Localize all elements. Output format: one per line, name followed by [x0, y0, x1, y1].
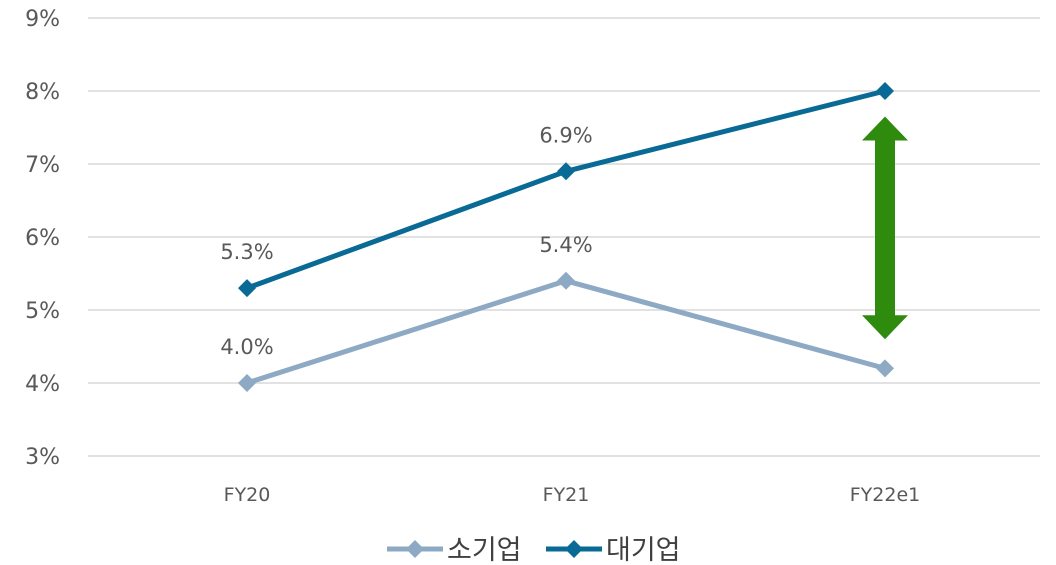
y-tick-label: 9%	[25, 7, 60, 32]
x-axis-category-labels: FY20 FY21 FY22e1	[224, 484, 921, 506]
y-axis-tick-labels: 3% 4% 5% 6% 7% 8% 9%	[25, 7, 60, 470]
legend: 소기업 대기업	[387, 535, 681, 565]
legend-item: 소기업	[387, 535, 522, 565]
y-tick-label: 6%	[25, 226, 60, 251]
data-labels: 4.0% 5.4% 5.3% 6.9%	[220, 123, 592, 359]
legend-label: 소기업	[447, 535, 522, 565]
series-lines	[238, 82, 894, 392]
legend-marker-swatch	[565, 540, 583, 558]
data-point-marker	[876, 82, 894, 100]
data-point-marker	[238, 374, 256, 392]
legend-marker-swatch	[406, 540, 424, 558]
y-tick-label: 3%	[25, 445, 60, 470]
x-category-label: FY22e1	[850, 484, 921, 506]
data-point-marker	[557, 162, 575, 181]
data-point-marker	[238, 279, 256, 298]
data-label: 6.9%	[539, 123, 592, 147]
series-line-1	[246, 88, 886, 291]
series-line-0	[246, 278, 886, 386]
data-label: 4.0%	[220, 335, 273, 359]
legend-label: 대기업	[606, 535, 681, 565]
x-category-label: FY21	[543, 484, 590, 506]
data-point-marker	[876, 359, 894, 378]
y-tick-label: 4%	[25, 372, 60, 397]
data-label: 5.3%	[220, 240, 273, 264]
x-category-label: FY20	[224, 484, 271, 506]
y-tick-label: 8%	[25, 80, 60, 105]
y-tick-label: 7%	[25, 153, 60, 178]
double-arrow-icon	[862, 116, 908, 340]
legend-item: 대기업	[546, 535, 681, 565]
data-point-marker	[557, 271, 575, 290]
y-tick-label: 5%	[25, 299, 60, 324]
gap-annotation	[862, 116, 908, 340]
data-label: 5.4%	[539, 233, 592, 257]
